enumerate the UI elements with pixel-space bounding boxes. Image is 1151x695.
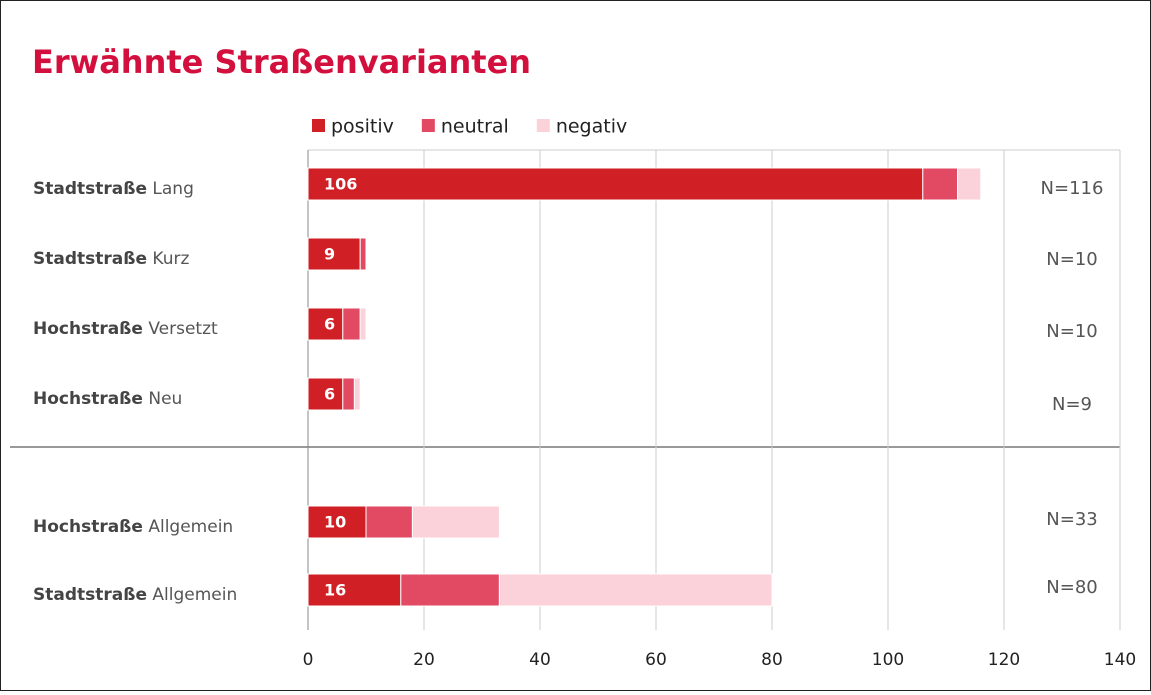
chart-title: Erwähnte Straßenvarianten (32, 43, 531, 81)
bar-segment (957, 167, 982, 201)
legend-label: positiv (331, 116, 394, 138)
bar-segment (365, 505, 413, 539)
bar-segment (307, 237, 361, 271)
category-label: Stadtstraße Lang (33, 179, 194, 199)
x-tick-label: 60 (645, 650, 667, 670)
data-label: 6 (324, 385, 335, 404)
bar-segment (498, 573, 773, 607)
n-label: N=116 (1041, 178, 1104, 199)
legend-swatch (536, 119, 550, 132)
x-tick-label: 120 (988, 650, 1020, 670)
legend-swatch (312, 119, 325, 132)
data-label: 16 (324, 581, 346, 600)
legend-label: neutral (441, 116, 509, 138)
n-label: N=33 (1046, 509, 1097, 530)
bar-segment (411, 505, 500, 539)
bar-segment (307, 505, 367, 539)
n-label: N=10 (1046, 321, 1097, 342)
data-label: 106 (324, 175, 357, 194)
x-tick-label: 20 (413, 650, 435, 670)
x-tick-label: 0 (303, 650, 314, 670)
category-label: Stadtstraße Kurz (33, 249, 189, 269)
category-label: Stadtstraße Allgemein (33, 585, 237, 605)
category-label: Hochstraße Versetzt (33, 319, 218, 339)
bar-segment (400, 573, 500, 607)
n-label: N=10 (1046, 249, 1097, 270)
x-tick-label: 140 (1104, 650, 1136, 670)
bar-segment (353, 377, 361, 411)
bar-segment (359, 307, 367, 341)
bar-segment (307, 573, 402, 607)
bar-segment (359, 237, 367, 271)
x-tick-label: 40 (529, 650, 551, 670)
bar-segment (342, 377, 355, 411)
x-tick-label: 100 (872, 650, 904, 670)
bar-segment (307, 307, 344, 341)
n-label: N=9 (1052, 394, 1092, 415)
bar-segment (307, 167, 924, 201)
x-tick-label: 80 (761, 650, 783, 670)
data-label: 10 (324, 513, 346, 532)
n-label: N=80 (1046, 577, 1097, 598)
bar-segment (342, 307, 361, 341)
bar-segment (922, 167, 959, 201)
category-label: Hochstraße Neu (33, 389, 182, 409)
category-label: Hochstraße Allgemein (33, 517, 233, 537)
legend-swatch (421, 119, 435, 132)
data-label: 6 (324, 315, 335, 334)
bar-segment (307, 377, 344, 411)
legend-label: negativ (556, 116, 627, 138)
data-label: 9 (324, 245, 335, 264)
